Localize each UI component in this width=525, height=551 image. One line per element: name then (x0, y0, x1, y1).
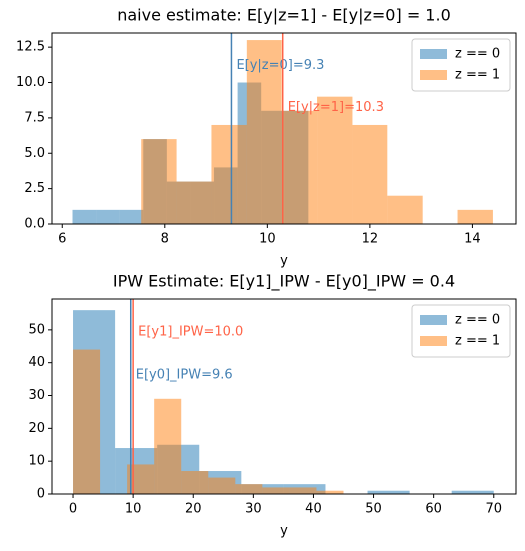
histogram-bar (141, 139, 177, 224)
histogram-bar (181, 471, 209, 494)
histogram-bar (289, 487, 317, 494)
x-tick-label: 8 (161, 232, 169, 247)
x-tick-label: 40 (305, 502, 322, 517)
x-tick-label: 10 (259, 232, 276, 247)
y-tick-label: 5.0 (24, 146, 45, 161)
legend-label: z == 0 (455, 47, 500, 62)
x-tick-label: 12 (362, 232, 379, 247)
x-tick-label: 14 (464, 232, 481, 247)
x-tick-label: 0 (69, 502, 77, 517)
y-tick-label: 10.0 (16, 75, 45, 90)
x-tick-label: 70 (485, 502, 502, 517)
chart-title: IPW Estimate: E[y1]_IPW - E[y0]_IPW = 0.… (113, 272, 455, 292)
legend-label: z == 0 (455, 313, 500, 328)
histogram-bar (176, 181, 212, 224)
histogram-bar (352, 124, 388, 224)
legend-swatch (420, 315, 447, 325)
y-tick-label: 2.5 (24, 181, 45, 196)
histogram-bar (451, 490, 494, 494)
x-tick-label: 30 (245, 502, 262, 517)
x-tick-label: 10 (125, 502, 142, 517)
x-tick-label: 20 (185, 502, 202, 517)
x-axis-label: y (280, 524, 288, 539)
histogram-bar (96, 209, 120, 224)
histogram-bar (281, 110, 318, 224)
legend-swatch (420, 70, 447, 80)
x-axis-label: y (280, 254, 288, 269)
histogram-bar (317, 96, 353, 224)
annotation: E[y1]_IPW=10.0 (138, 325, 243, 340)
histogram-bar (73, 349, 101, 494)
histogram-bar (208, 477, 236, 494)
histogram-bar (367, 490, 410, 494)
legend-label: z == 1 (455, 334, 500, 349)
histogram-bar (235, 484, 263, 494)
y-tick-label: 7.5 (24, 110, 45, 125)
x-tick-label: 6 (58, 232, 66, 247)
histogram-bar (246, 40, 282, 225)
histogram-bar (127, 464, 155, 494)
y-tick-label: 20 (28, 421, 45, 436)
histogram-bar (316, 490, 344, 494)
histogram-bar (119, 209, 144, 224)
x-tick-label: 60 (425, 502, 442, 517)
chart-title: naive estimate: E[y|z=1] - E[y|z=0] = 1.… (117, 6, 451, 25)
histogram-bar (387, 195, 423, 224)
y-tick-label: 10 (28, 454, 45, 469)
y-tick-label: 50 (28, 322, 45, 337)
axes-frame (51, 32, 517, 225)
histogram-bar (72, 209, 97, 224)
legend-swatch (420, 49, 447, 59)
y-tick-label: 30 (28, 388, 45, 403)
histogram-bar (457, 209, 493, 224)
legend-label: z == 1 (455, 68, 500, 83)
x-tick-label: 50 (365, 502, 382, 517)
histogram-bar (211, 124, 247, 224)
annotation: E[y|z=1]=10.3 (288, 100, 384, 115)
histogram-bar (154, 398, 182, 494)
y-tick-label: 0.0 (24, 217, 45, 232)
annotation: E[y0]_IPW=9.6 (136, 368, 233, 383)
histogram-bar (262, 487, 290, 494)
annotation: E[y|z=0]=9.3 (236, 58, 324, 73)
y-tick-label: 0 (37, 487, 45, 502)
axes-frame (51, 298, 517, 495)
y-tick-label: 40 (28, 355, 45, 370)
legend-swatch (420, 336, 447, 346)
y-tick-label: 12.5 (16, 40, 45, 55)
